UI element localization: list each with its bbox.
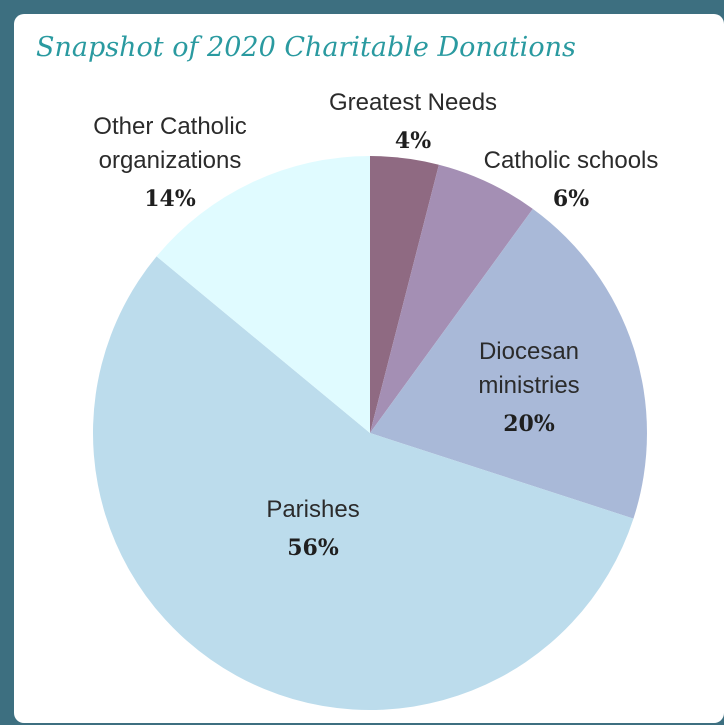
pie-slice-diocesan-ministries bbox=[370, 208, 647, 519]
slice-label-text: Other Catholic bbox=[93, 113, 246, 140]
slice-label-text: Parishes bbox=[266, 496, 359, 523]
chart-title: Snapshot of 2020 Charitable Donations bbox=[36, 32, 576, 63]
slice-label-catholic-schools: Catholic schools 6% bbox=[484, 147, 659, 212]
slice-label-greatest-needs: Greatest Needs 4% bbox=[329, 89, 497, 154]
slice-label-text: ministries bbox=[478, 372, 579, 399]
slice-label-text: organizations bbox=[99, 147, 242, 174]
slice-label-text: Catholic schools bbox=[484, 147, 659, 174]
slice-value-label: 6% bbox=[553, 186, 589, 212]
slice-value-label: 20% bbox=[503, 411, 555, 437]
chart-card: Snapshot of 2020 Charitable Donations Gr… bbox=[14, 14, 724, 723]
pie-slice-parishes bbox=[92, 256, 634, 711]
pie-chart: Greatest Needs 4% Catholic schools 6% Dioces… bbox=[92, 89, 659, 711]
pie-slice-other-catholic-organizations bbox=[156, 156, 370, 433]
slice-label-text: Diocesan bbox=[479, 338, 579, 365]
slice-label-other-catholic-organizations: Other Catholic organizations 14% bbox=[93, 113, 246, 212]
slice-value-label: 14% bbox=[144, 186, 196, 212]
pie-slice-greatest-needs bbox=[370, 156, 439, 433]
slice-label-diocesan-ministries: Diocesan ministries 20% bbox=[478, 338, 579, 437]
slice-value-label: 4% bbox=[395, 128, 431, 154]
slice-value-label: 56% bbox=[287, 535, 339, 561]
slice-label-parishes: Parishes 56% bbox=[266, 496, 359, 561]
pie-slice-catholic-schools bbox=[370, 164, 533, 433]
slice-label-text: Greatest Needs bbox=[329, 89, 497, 116]
